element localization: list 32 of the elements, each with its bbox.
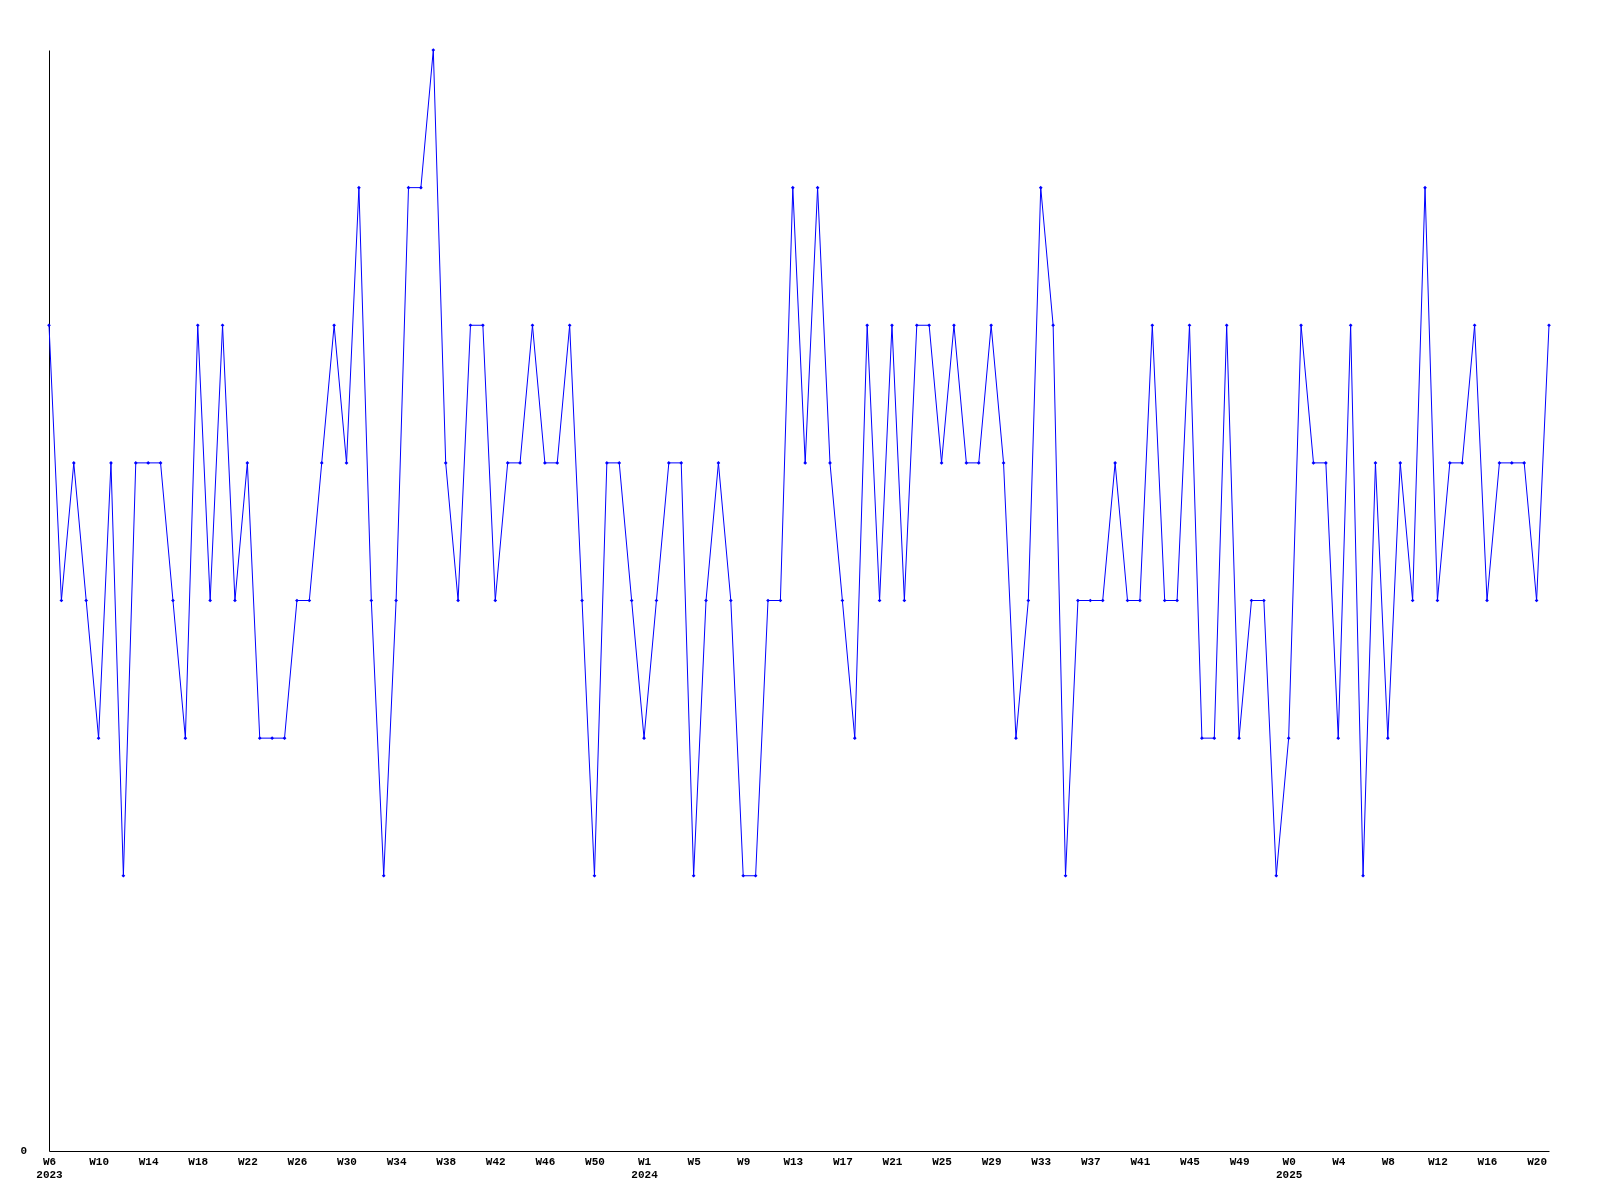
x-tick-label: W8 [1381, 1155, 1396, 1168]
x-tick-label: W22 [237, 1155, 258, 1168]
x-tick-label: W50 [585, 1155, 605, 1168]
x-tick-label: W25 [932, 1155, 953, 1168]
x-tick-label: W30 [337, 1155, 357, 1168]
x-tick-label: W6 2023 [36, 1155, 64, 1181]
x-tick-label: W37 [1080, 1155, 1101, 1168]
x-tick-label: W16 [1477, 1155, 1498, 1168]
x-tick-label: W14 [138, 1155, 159, 1168]
x-tick-label: W21 [882, 1155, 903, 1168]
x-tick-label: W1 2024 [631, 1155, 659, 1181]
x-tick-label: W10 [89, 1155, 109, 1168]
x-tick-label: W20 [1527, 1155, 1548, 1168]
x-tick-label: W34 [386, 1155, 407, 1168]
x-tick-label: W5 [687, 1155, 702, 1168]
x-tick-label: W4 [1332, 1155, 1346, 1168]
x-tick-label: W12 [1428, 1155, 1448, 1168]
x-tick-label: W26 [287, 1155, 308, 1168]
x-tick-label: W9 [737, 1155, 751, 1168]
x-tick-label: W29 [981, 1155, 1002, 1168]
x-tick-label: W41 [1130, 1155, 1151, 1168]
x-tick-label: W38 [436, 1155, 457, 1168]
x-tick-label: W17 [832, 1155, 853, 1168]
x-tick-label: W13 [783, 1155, 804, 1168]
x-tick-label: W33 [1031, 1155, 1052, 1168]
x-tick-label: W46 [535, 1155, 556, 1168]
x-tick-label: W49 [1229, 1155, 1250, 1168]
x-tick-label: W42 [485, 1155, 506, 1168]
x-tick-label: W18 [188, 1155, 209, 1168]
x-tick-label: W45 [1180, 1155, 1201, 1168]
text: 0 [20, 1145, 27, 1157]
x-tick-label: W0 2025 [1275, 1155, 1303, 1181]
